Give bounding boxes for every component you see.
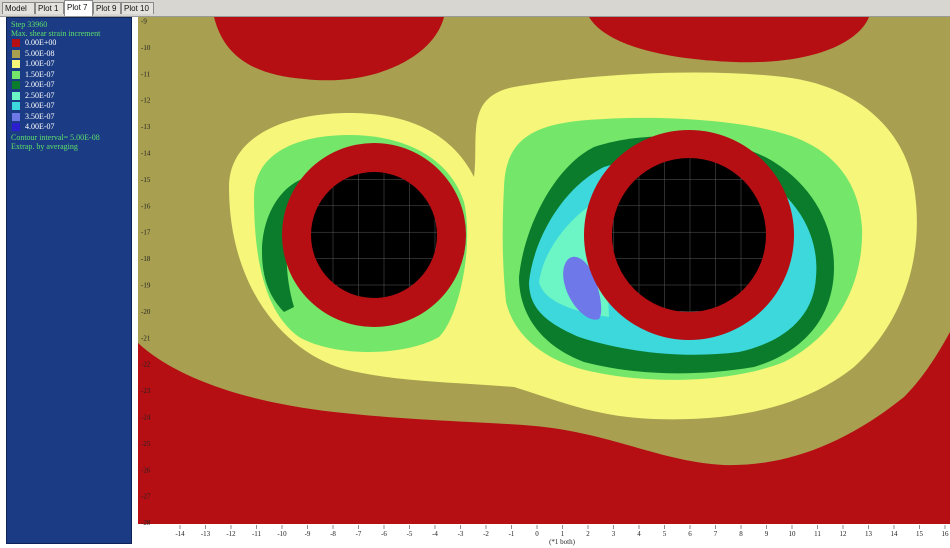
y-tick-label: -15: [141, 176, 151, 184]
x-tick-label: -10: [277, 530, 287, 538]
y-tick-label: -10: [141, 44, 151, 52]
tab-plot-10[interactable]: Plot 10: [121, 2, 154, 14]
legend-swatch: [12, 60, 20, 68]
legend-value: 3.00E-07: [25, 101, 55, 110]
legend-value: 1.00E-07: [25, 59, 55, 68]
y-tick-label: -26: [141, 466, 151, 474]
bottom-zone: [137, 332, 950, 525]
x-tick-label: 11: [814, 530, 821, 538]
x-tick-label: -7: [356, 530, 362, 538]
legend-value: 2.50E-07: [25, 90, 55, 100]
x-tick-label: -6: [381, 530, 387, 538]
tab-model[interactable]: Model: [2, 2, 35, 14]
y-tick-label: -16: [141, 202, 151, 210]
y-tick-label: -20: [141, 308, 151, 316]
x-tick-label: 12: [840, 530, 848, 538]
y-tick-label: -25: [141, 440, 151, 448]
plot-tab-bar: Model Plot 1 Plot 7 Plot 9 Plot 10: [0, 0, 950, 17]
legend-swatch: [12, 39, 20, 47]
y-tick-label: -13: [141, 123, 151, 131]
legend-swatch: [12, 49, 20, 58]
y-tick-label: -17: [141, 229, 151, 237]
x-tick-label: -5: [407, 530, 413, 538]
x-tick-label: 8: [739, 530, 743, 538]
x-tick-label: 7: [714, 530, 718, 538]
y-tick-label: -9: [141, 18, 147, 26]
x-tick-label: 5: [663, 530, 667, 538]
legend-panel: Step 33960 Max. shear strain increment 0…: [6, 17, 132, 544]
extrapolation-method: Extrap. by averaging: [11, 142, 78, 151]
y-tick-label: -11: [141, 70, 151, 78]
x-tick-label: 6: [688, 530, 692, 538]
tunnel-grid: [311, 158, 766, 312]
contour-title: Max. shear strain increment: [11, 29, 101, 38]
y-tick-label: -14: [141, 150, 151, 158]
legend-value: 1.50E-07: [25, 69, 55, 79]
x-tick-label: -3: [458, 530, 464, 538]
legend-swatch: [12, 70, 20, 79]
left-tunnel: [311, 172, 437, 298]
x-tick-label: 14: [891, 530, 899, 538]
x-tick-label: -14: [175, 530, 185, 538]
legend-swatch: [12, 81, 20, 89]
x-tick-label: -9: [305, 530, 311, 538]
legend-swatch: [12, 112, 20, 121]
y-tick-label: -18: [141, 255, 151, 263]
contour-interval: Contour interval= 5.00E-08: [11, 133, 100, 142]
top-left-zone: [214, 17, 444, 81]
x-tick-label: 15: [916, 530, 924, 538]
step-label: Step 33960: [11, 20, 48, 29]
tab-plot-1[interactable]: Plot 1: [35, 2, 64, 14]
y-tick-label: -28: [141, 519, 151, 527]
legend-value: 2.00E-07: [25, 80, 55, 89]
right-tunnel: [612, 158, 766, 312]
x-tick-label: 3: [612, 530, 616, 538]
y-tick-label: -24: [141, 414, 151, 422]
x-tick-label: 4: [637, 530, 641, 538]
legend-swatch: [12, 102, 20, 110]
y-tick-label: -27: [141, 493, 151, 501]
x-tick-label: 1: [561, 530, 565, 538]
legend-value: 3.50E-07: [25, 111, 55, 121]
x-axis-unit: (*1 both): [549, 538, 576, 546]
legend-swatch: [12, 123, 20, 131]
y-tick-label: -12: [141, 97, 151, 105]
y-tick-label: -22: [141, 361, 151, 369]
tab-plot-7[interactable]: Plot 7: [64, 0, 93, 16]
y-tick-label: -21: [141, 334, 151, 342]
x-tick-label: -13: [201, 530, 211, 538]
legend-value: 0.00E+00: [25, 38, 57, 47]
contour-plot[interactable]: -9-10-11-12-13-14-15-16-17-18-19-20-21-2…: [134, 17, 950, 548]
top-right-zone: [589, 17, 869, 63]
x-tick-label: -2: [483, 530, 489, 538]
x-tick-label: 10: [789, 530, 797, 538]
x-tick-label: -4: [432, 530, 438, 538]
x-tick-label: 9: [765, 530, 769, 538]
y-tick-label: -23: [141, 387, 151, 395]
x-axis-ticks: -14 -13 -12 -11 -10 -9 -8 -7 -6 -5 -4 -3 -2 -1 0 1 2 3 4 5 6…: [175, 525, 949, 538]
x-tick-label: 0: [535, 530, 539, 538]
x-tick-label: 13: [865, 530, 873, 538]
legend-value: 5.00E-08: [25, 48, 55, 58]
y-tick-label: -19: [141, 282, 151, 290]
x-tick-label: 16: [942, 530, 950, 538]
x-tick-label: -11: [252, 530, 262, 538]
legend-swatch: [12, 91, 20, 100]
x-tick-label: -8: [330, 530, 336, 538]
x-tick-label: 2: [586, 530, 590, 538]
legend-value: 4.00E-07: [25, 122, 55, 131]
tab-plot-9[interactable]: Plot 9: [93, 2, 121, 14]
x-tick-label: -12: [226, 530, 236, 538]
x-tick-label: -1: [509, 530, 515, 538]
y-axis-ticks: -9 -10 -11 -12 -13 -14 -15 -16 -17 -18 -19 -20 -21 -2…: [141, 18, 151, 528]
